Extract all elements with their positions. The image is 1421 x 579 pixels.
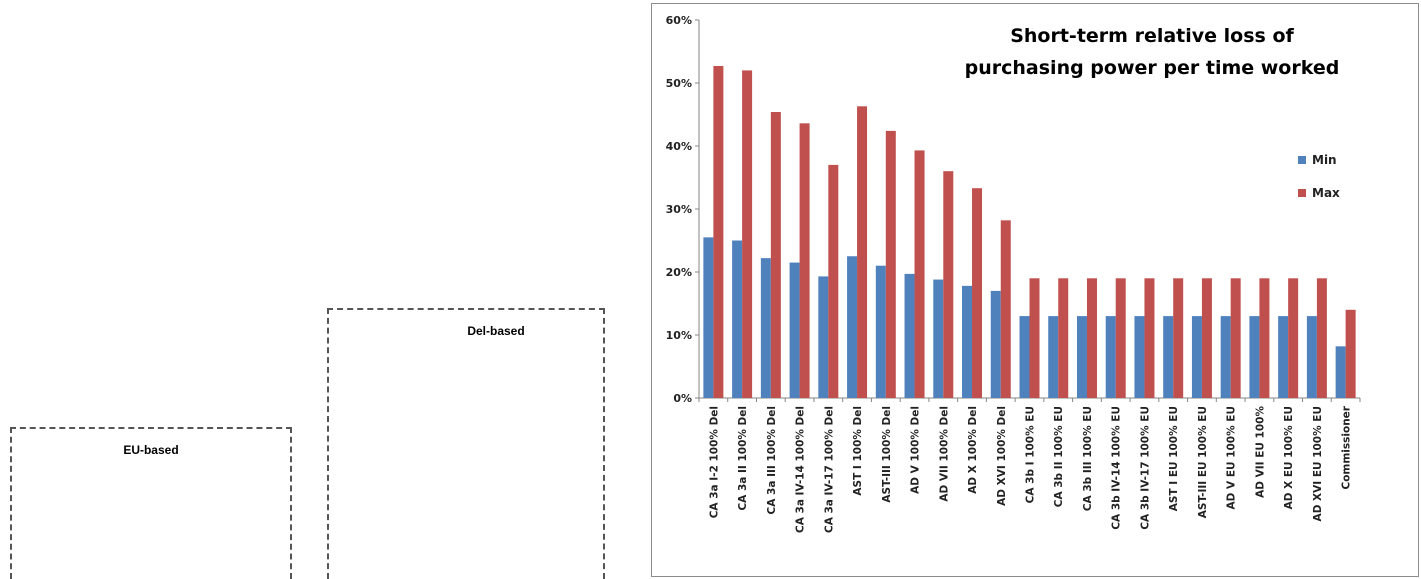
category-label: CA 3a IV-14 100% Del bbox=[795, 406, 807, 533]
del-based-bracket: Del-based bbox=[327, 308, 605, 579]
bar-max bbox=[885, 130, 896, 398]
bar-min bbox=[1163, 316, 1174, 398]
category-label: CA 3b IV-17 100% EU bbox=[1139, 406, 1151, 530]
eu-based-label: EU-based bbox=[123, 443, 179, 457]
bar-max bbox=[1345, 309, 1356, 398]
bar-max bbox=[1173, 278, 1184, 398]
bar-max bbox=[914, 150, 925, 398]
bar-min bbox=[703, 237, 714, 398]
bar-min bbox=[818, 276, 829, 398]
bar-min bbox=[1191, 316, 1202, 398]
bar-max bbox=[713, 65, 724, 399]
bar-min bbox=[875, 265, 886, 398]
chart-frame: 0% 10% 20% 30% 40% 50% 60% CA 3a I-2 100% Del CA… bbox=[651, 3, 1419, 577]
bar-max bbox=[828, 164, 839, 398]
category-label: AD VII 100% Del bbox=[938, 406, 950, 502]
category-label: CA 3a II 100% Del bbox=[737, 406, 749, 511]
bar-max bbox=[770, 111, 781, 398]
category-label: AD VII EU 100% bbox=[1254, 406, 1266, 498]
bar-min bbox=[1019, 316, 1030, 398]
bar-max bbox=[742, 70, 753, 399]
bar-min bbox=[847, 256, 858, 398]
bar-min bbox=[732, 240, 743, 398]
chart-title-line: purchasing power per time worked bbox=[965, 57, 1340, 79]
category-label: CA 3b IV-14 100% EU bbox=[1111, 406, 1123, 530]
y-tick-label: 30% bbox=[666, 203, 692, 216]
category-label: AD X 100% Del bbox=[967, 406, 979, 494]
bar-max bbox=[1230, 278, 1241, 398]
bar-max bbox=[943, 171, 954, 398]
category-label: AST I EU 100% EU bbox=[1168, 406, 1180, 511]
bar-max bbox=[972, 188, 983, 398]
del-based-label: Del-based bbox=[467, 324, 525, 338]
category-label: AST-III EU 100% EU bbox=[1197, 406, 1209, 518]
category-label: CA 3a III 100% Del bbox=[766, 406, 778, 514]
legend-swatch-max bbox=[1298, 189, 1306, 197]
category-label: CA 3b I 100% EU bbox=[1025, 406, 1037, 503]
category-label: AD XVI EU 100% EU bbox=[1312, 406, 1324, 521]
y-tick-label: 10% bbox=[666, 329, 692, 342]
category-label: CA 3a I-2 100% Del bbox=[708, 406, 720, 518]
category-label: AD V 100% Del bbox=[910, 406, 922, 494]
category-label: CA 3a IV-17 100% Del bbox=[823, 406, 835, 533]
bar-min bbox=[962, 285, 973, 398]
bar-max bbox=[1288, 278, 1299, 398]
category-label: AD XVI 100% Del bbox=[996, 406, 1008, 506]
bar-min bbox=[1134, 316, 1145, 398]
y-tick-label: 60% bbox=[666, 14, 692, 27]
y-tick-label: 50% bbox=[666, 77, 692, 90]
bar-max bbox=[1000, 220, 1011, 398]
y-tick-label: 20% bbox=[666, 266, 692, 279]
y-tick-label: 0% bbox=[673, 392, 692, 405]
bar-max bbox=[1058, 278, 1069, 398]
bar-max bbox=[1029, 278, 1040, 398]
bar-min bbox=[1076, 316, 1087, 398]
bar-max bbox=[799, 123, 810, 398]
chart-title-line: Short-term relative loss of bbox=[1010, 25, 1294, 47]
category-label: AD V EU 100% EU bbox=[1226, 406, 1238, 509]
bar-min bbox=[760, 258, 771, 398]
bar-min bbox=[990, 290, 1001, 398]
bar-min bbox=[1220, 316, 1231, 398]
bar-min bbox=[1105, 316, 1116, 398]
bar-chart: 0% 10% 20% 30% 40% 50% 60% CA 3a I-2 100% Del CA… bbox=[666, 14, 1361, 533]
bar-min bbox=[1306, 316, 1317, 398]
category-label: AST I 100% Del bbox=[852, 406, 864, 496]
bar-max bbox=[1144, 278, 1155, 398]
category-label: AD X EU 100% EU bbox=[1283, 406, 1295, 509]
eu-based-bracket: EU-based bbox=[10, 427, 292, 579]
legend-label-max: Max bbox=[1312, 186, 1340, 200]
bar-max bbox=[1316, 278, 1327, 398]
category-label: CA 3b II 100% EU bbox=[1053, 406, 1065, 507]
bar-max bbox=[1259, 278, 1270, 398]
legend-swatch-min bbox=[1298, 156, 1306, 164]
bar-max bbox=[1201, 278, 1212, 398]
legend-label-min: Min bbox=[1312, 153, 1337, 167]
bar-min bbox=[1249, 316, 1260, 398]
bar-min bbox=[1278, 316, 1289, 398]
bar-max bbox=[857, 106, 868, 398]
bar-min bbox=[1335, 346, 1346, 398]
category-label: AST-III 100% Del bbox=[881, 406, 893, 503]
bar-min bbox=[1048, 316, 1059, 398]
bar-min bbox=[789, 262, 800, 398]
bar-min bbox=[904, 273, 915, 398]
bar-min bbox=[933, 279, 944, 398]
bar-max bbox=[1115, 278, 1126, 398]
bar-max bbox=[1086, 278, 1097, 398]
y-tick-label: 40% bbox=[666, 140, 692, 153]
category-label: CA 3b III 100% EU bbox=[1082, 406, 1094, 511]
category-label: Commissioner bbox=[1341, 405, 1353, 489]
